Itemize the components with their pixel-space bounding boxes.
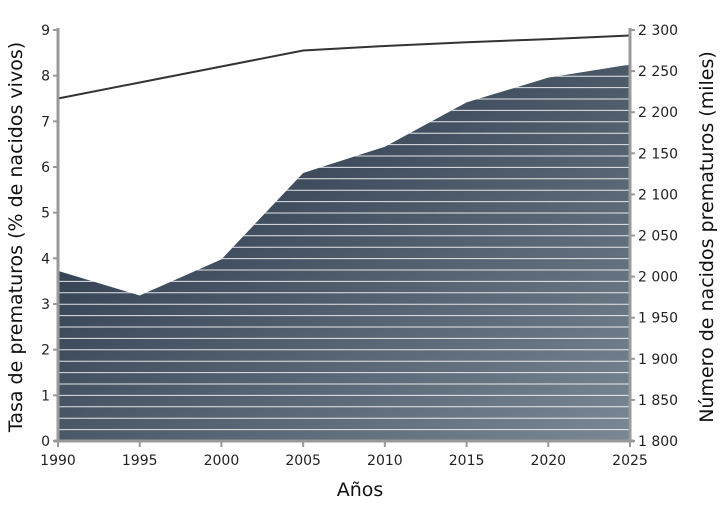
line-series [57,34,631,100]
labels-layer: 0 1 2 3 4 5 6 7 8 9 1 800 1 850 1 900 1 950 2 000 2 050… [40,23,678,469]
left-tick-label: 6 [41,160,50,176]
right-axis-title: Número de nacidos prematuros (miles) [696,51,718,423]
x-tick-label: 2005 [285,453,321,469]
right-tick-label: 2 300 [638,23,678,39]
x-tick-label: 1990 [40,453,76,469]
left-tick-label: 7 [41,114,50,130]
right-tick-label: 2 100 [638,187,678,203]
right-tick-label: 2 050 [638,229,678,245]
line-layer [57,34,631,100]
x-tick-label: 1995 [122,453,158,469]
area-series [58,64,630,442]
right-tick-label: 1 900 [638,352,678,368]
left-tick-label: 2 [41,343,50,359]
right-tick-label: 1 800 [638,434,678,450]
area-layer [58,64,630,442]
right-tick-label: 2 000 [638,270,678,286]
x-tick-label: 2000 [204,453,240,469]
left-tick-label: 8 [41,69,50,85]
left-tick-label: 3 [41,297,50,313]
x-axis-title: Años [337,479,384,501]
axes-layer [53,28,635,447]
left-tick-label: 9 [41,23,50,39]
x-tick-label: 2020 [530,453,566,469]
right-tick-label: 1 850 [638,393,678,409]
x-tick-label: 2010 [367,453,403,469]
right-tick-label: 1 950 [638,311,678,327]
left-tick-label: 5 [41,206,50,222]
left-axis-title: Tasa de prematuros (% de nacidos vivos) [5,42,27,433]
x-tick-label: 2015 [449,453,485,469]
left-tick-label: 1 [41,388,50,404]
right-tick-label: 2 250 [638,64,678,80]
right-tick-label: 2 150 [638,146,678,162]
x-tick-label: 2025 [612,453,648,469]
left-tick-label: 0 [41,434,50,450]
left-tick-label: 4 [41,251,50,267]
right-tick-label: 2 200 [638,105,678,121]
